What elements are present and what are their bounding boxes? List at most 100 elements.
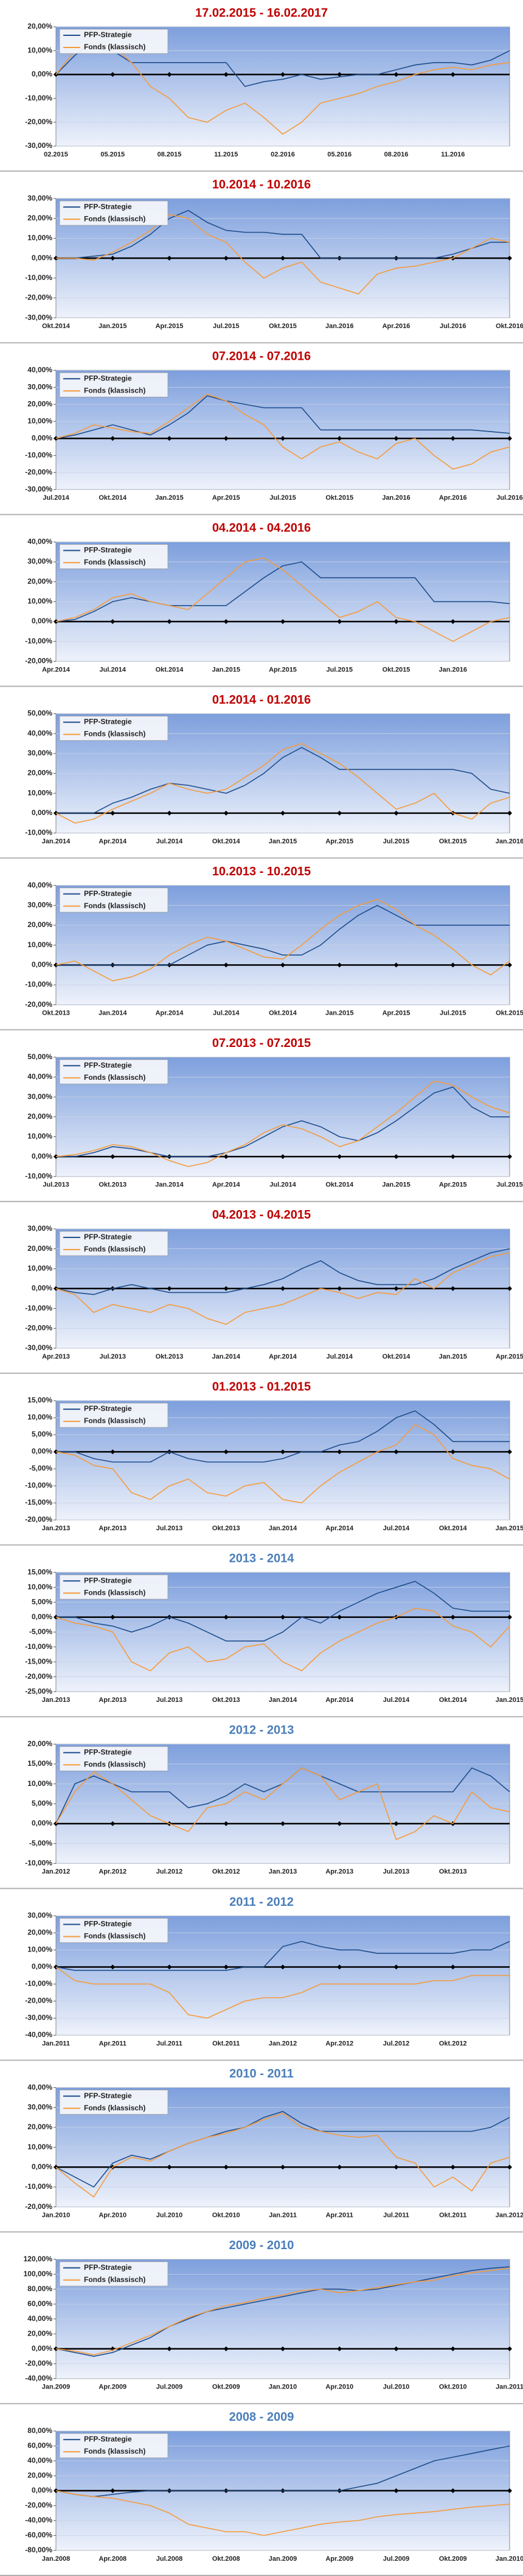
- y-tick-label: -10,00%: [25, 450, 52, 459]
- axis-marker: [507, 256, 512, 261]
- axis-marker: [450, 2165, 455, 2170]
- x-tick-label: Jul.2012: [156, 1868, 182, 1875]
- series-line: [55, 2490, 510, 2536]
- axis-marker: [507, 2346, 512, 2351]
- axis-marker: [110, 1821, 116, 1826]
- x-tick-label: Jan.2009: [42, 2384, 70, 2391]
- y-tick-label: -10,00%: [25, 1304, 52, 1312]
- x-tick-label: Apr.2014: [212, 1181, 241, 1189]
- x-tick-label: Jan.2015: [496, 1696, 523, 1704]
- y-tick-label: 20,00%: [27, 214, 52, 222]
- chart-panel: 2013 - 2014 -25,00% -20,00% -15,00% -10,00% -…: [0, 1545, 523, 1718]
- x-tick-label: Jan.2014: [42, 838, 71, 845]
- legend-label: Fonds (klassisch): [84, 1760, 145, 1769]
- axis-marker: [337, 1614, 342, 1620]
- x-tick-label: Okt.2014: [42, 323, 71, 330]
- legend-box: [59, 544, 168, 569]
- legend-label: PFP-Strategie: [84, 889, 132, 898]
- x-tick-label: Apr.2016: [383, 323, 410, 330]
- chart-panel: 10.2013 - 10.2015 -20,00% -10,00% 0,00% 10,0…: [0, 858, 523, 1031]
- x-tick-label: Okt.2008: [212, 2555, 240, 2563]
- y-tick-label: 40,00%: [27, 1073, 52, 1081]
- legend-box: [59, 1746, 168, 1771]
- x-tick-label: Apr.2008: [99, 2555, 126, 2563]
- axis-marker: [280, 619, 285, 625]
- series-line: [55, 2113, 510, 2198]
- axis-marker: [223, 1449, 229, 1455]
- y-tick-label: -10,00%: [25, 980, 52, 989]
- axis-marker: [450, 1964, 455, 1970]
- x-tick-label: Okt.2013: [439, 1868, 467, 1875]
- y-tick-label: 15,00%: [27, 1759, 52, 1768]
- series-line: [56, 905, 510, 966]
- series-line: [55, 898, 510, 982]
- x-tick-label: Okt.2014: [439, 1696, 468, 1704]
- x-tick-label: Okt.2015: [325, 494, 353, 502]
- legend: PFP-Strategie Fonds (klassisch): [59, 2433, 168, 2459]
- x-tick-label: 05.2015: [100, 151, 125, 158]
- y-tick-label: -30,00%: [25, 2014, 52, 2022]
- x-tick-label: Okt.2014: [99, 494, 127, 502]
- legend-box: [59, 716, 168, 741]
- chart-title: 01.2013 - 01.2015: [212, 1380, 311, 1393]
- axis-marker: [393, 436, 399, 441]
- y-tick-label: 10,00%: [27, 234, 52, 242]
- x-tick-label: Jul.2010: [156, 2212, 182, 2219]
- legend-label: Fonds (klassisch): [84, 1416, 145, 1425]
- x-tick-label: Jul.2014: [269, 1181, 296, 1189]
- axis-marker: [393, 1449, 399, 1455]
- x-tick-label: Jul.2011: [383, 2212, 409, 2219]
- chart-panel: 2012 - 2013 -10,00% -5,00% 0,00% 5,00% 10,00%…: [0, 1717, 523, 1889]
- legend-label: PFP-Strategie: [84, 1576, 132, 1584]
- axis-marker: [337, 1449, 342, 1455]
- chart-panel: 07.2014 - 07.2016 -30,00% -20,00% -10,00% 0,…: [0, 343, 523, 516]
- x-tick-label: Jul.2013: [100, 1353, 126, 1360]
- legend-label: PFP-Strategie: [84, 30, 132, 39]
- x-tick-label: Apr.2010: [99, 2212, 126, 2219]
- x-tick-label: Jan.2015: [99, 323, 126, 330]
- x-tick-label: Okt.2016: [496, 323, 523, 330]
- axis-marker: [110, 436, 116, 441]
- y-tick-label: -20,00%: [25, 2359, 52, 2367]
- legend: PFP-Strategie Fonds (klassisch): [59, 200, 168, 226]
- x-tick-label: Apr.2013: [99, 1696, 126, 1704]
- y-tick-label: 0,00%: [32, 2344, 52, 2353]
- x-tick-label: Okt.2011: [212, 2040, 240, 2047]
- axis-marker: [223, 1286, 229, 1291]
- series-line: [56, 747, 510, 814]
- x-tick-label: Okt.2014: [325, 1181, 354, 1189]
- axis-marker: [223, 1154, 229, 1160]
- axis-marker: [280, 1286, 285, 1291]
- x-tick-label: 08.2015: [158, 151, 182, 158]
- y-tick-label: 100,00%: [24, 2269, 53, 2278]
- axis-marker: [280, 1964, 285, 1970]
- x-tick-label: Jul.2013: [156, 1696, 182, 1704]
- x-tick-label: Okt.2009: [439, 2555, 467, 2563]
- y-tick-label: 30,00%: [27, 1092, 52, 1101]
- axis-marker: [167, 436, 172, 441]
- legend-label: Fonds (klassisch): [84, 1932, 145, 1941]
- y-tick-label: 0,00%: [32, 961, 52, 969]
- series-line: [56, 1410, 510, 1463]
- legend: PFP-Strategie Fonds (klassisch): [59, 1231, 168, 1256]
- y-tick-label: 0,00%: [32, 1819, 52, 1827]
- y-tick-label: 30,00%: [27, 1911, 52, 1920]
- axis-marker: [337, 1286, 342, 1291]
- legend-label: PFP-Strategie: [84, 374, 132, 382]
- axis-marker: [167, 72, 172, 77]
- x-tick-label: Okt.2013: [156, 1353, 184, 1360]
- axis-marker: [110, 1449, 116, 1455]
- axis-marker: [223, 962, 229, 968]
- y-tick-label: 10,00%: [27, 1945, 52, 1954]
- x-tick-label: Jan.2015: [325, 1010, 353, 1017]
- x-tick-label: Jan.2015: [382, 1181, 410, 1189]
- series-line: [55, 1080, 510, 1167]
- axis-marker: [110, 72, 116, 77]
- x-tick-label: Apr.2013: [325, 1868, 353, 1875]
- y-tick-label: -20,00%: [25, 117, 52, 126]
- chart-title: 07.2014 - 07.2016: [212, 350, 311, 363]
- x-tick-label: Apr.2015: [325, 838, 353, 845]
- y-tick-label: -20,00%: [25, 2501, 52, 2510]
- chart-title: 10.2013 - 10.2015: [212, 865, 311, 878]
